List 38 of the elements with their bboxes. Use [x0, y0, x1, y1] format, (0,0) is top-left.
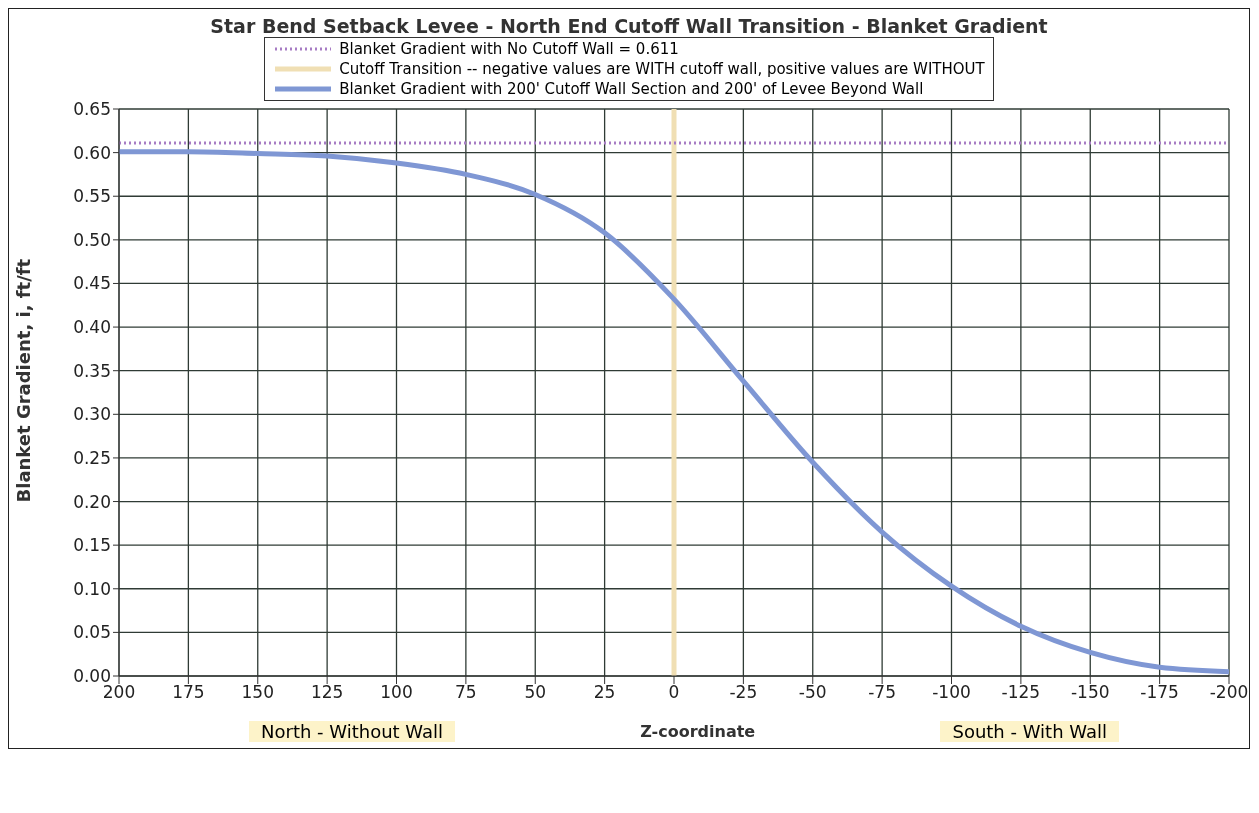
x-tick-label: -125: [1001, 682, 1041, 703]
x-tick-label: 100: [380, 682, 413, 703]
legend-label: Blanket Gradient with 200' Cutoff Wall Section and 200' of Levee Beyond Wall: [339, 79, 924, 99]
chart-title: Star Bend Setback Levee - North End Cutoff Wall Transition - Blanket Gradient: [209, 15, 1049, 37]
y-tick-label: 0.40: [73, 317, 111, 338]
legend-label: Blanket Gradient with No Cutoff Wall = 0.611: [339, 39, 679, 59]
y-tick-label: 0.60: [73, 142, 111, 163]
y-tick-label: 0.30: [73, 404, 111, 425]
y-tick-label: 0.10: [73, 578, 111, 599]
x-tick-label: 175: [172, 682, 205, 703]
x-tick-label: -200: [1209, 682, 1249, 703]
x-tick-label: -75: [868, 682, 897, 703]
x-tick-label: -150: [1070, 682, 1110, 703]
legend-label: Cutoff Transition -- negative values are WITH cutoff wall, positive values are WITHOUT: [339, 59, 985, 79]
x-tick-label: 125: [310, 682, 344, 703]
y-tick-label: 0.55: [73, 186, 111, 207]
x-tick-label: 200: [102, 682, 136, 703]
y-axis-title: Blanket Gradient, i, ft/ft: [13, 258, 35, 503]
text: South - With Wall: [940, 721, 1119, 742]
x-axis-title: Z-coordinate: [640, 722, 756, 741]
x-tick-label: -175: [1140, 682, 1179, 703]
x-tick-label: 75: [455, 682, 477, 703]
x-tick-label: 25: [593, 682, 616, 703]
y-tick-label: 0.50: [73, 229, 111, 250]
y-tick-label: 0.65: [73, 99, 111, 120]
x-tick-label: 50: [524, 682, 547, 703]
y-tick-label: 0.05: [73, 622, 111, 643]
y-tick-label: 0.35: [73, 360, 111, 381]
x-tick-label: -50: [798, 682, 827, 703]
y-tick-label: 0.25: [73, 447, 111, 468]
x-tick-label: 150: [241, 682, 274, 703]
y-tick-label: 0.15: [73, 535, 111, 556]
y-tick-label: 0.20: [73, 491, 111, 512]
x-tick-label: 0: [668, 682, 680, 703]
x-tick-label: -100: [932, 682, 971, 703]
y-tick-label: 0.45: [73, 273, 111, 294]
text: North - Without Wall: [249, 721, 456, 742]
x-tick-label: -25: [729, 682, 758, 703]
